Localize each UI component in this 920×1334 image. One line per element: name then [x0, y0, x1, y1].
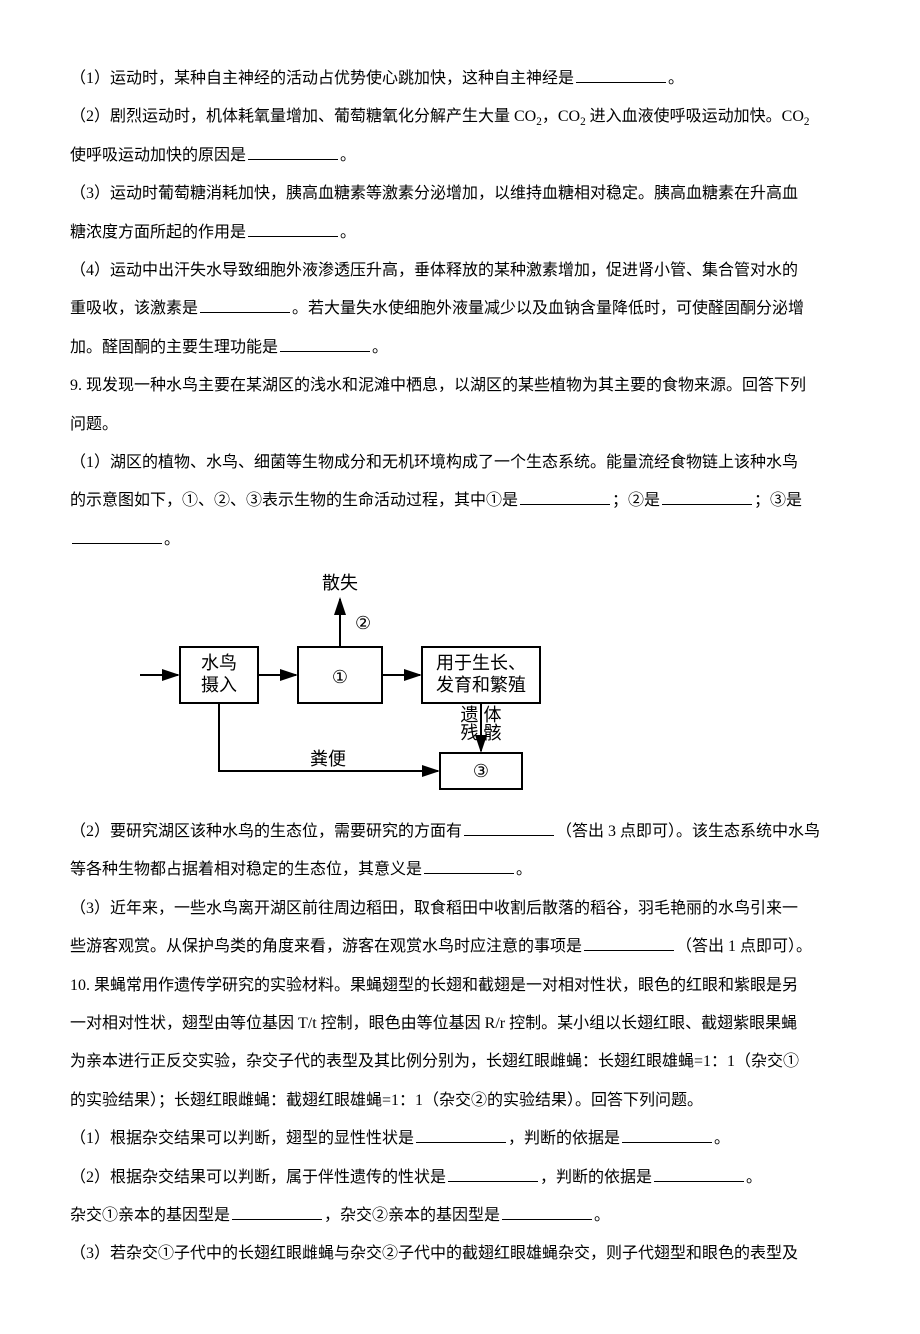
text: 加。醛固酮的主要生理功能是: [70, 339, 278, 356]
text: （4）运动中出汗失水导致细胞外液渗透压升高，垂体释放的某种激素增加，促进肾小管、…: [70, 262, 798, 279]
text: （1）根据杂交结果可以判断，翅型的显性性状是: [70, 1130, 414, 1147]
text: 。: [372, 339, 388, 356]
text: ，CO: [542, 108, 580, 125]
text: 10. 果蝇常用作遗传学研究的实验材料。果蝇翅型的长翅和截翅是一对相对性状，眼色…: [70, 977, 798, 994]
q9-sub1-end: 。: [70, 521, 850, 559]
blank: [448, 1165, 538, 1182]
text: （2）要研究湖区该种水鸟的生态位，需要研究的方面有: [70, 823, 462, 840]
text: （答出 3 点即可）。该生态系统中水鸟: [556, 823, 820, 840]
text: 。: [746, 1169, 762, 1186]
text: （答出 1 点即可）。: [676, 938, 812, 955]
label-two: ②: [355, 613, 371, 633]
blank: [424, 857, 514, 874]
q8-sub3: （3）运动时葡萄糖消耗加快，胰高血糖素等激素分泌增加，以维持血糖相对稳定。胰高血…: [70, 175, 850, 213]
text: 为亲本进行正反交实验，杂交子代的表型及其比例分别为，长翅红眼雌蝇：长翅红眼雄蝇=…: [70, 1053, 799, 1070]
text: 。若大量失水使细胞外液量减少以及血钠含量降低时，可使醛固酮分泌增: [292, 300, 804, 317]
text: 。: [164, 531, 180, 548]
text: 的示意图如下，①、②、③表示生物的生命活动过程，其中①是: [70, 492, 518, 509]
q10-head3: 为亲本进行正反交实验，杂交子代的表型及其比例分别为，长翅红眼雌蝇：长翅红眼雄蝇=…: [70, 1043, 850, 1081]
q10-sub2: （2）根据杂交结果可以判断，属于伴性遗传的性状是 ，判断的依据是 。: [70, 1159, 850, 1197]
q10-head4: 的实验结果）；长翅红眼雌蝇：截翅红眼雄蝇=1：1（杂交②的实验结果）。回答下列问…: [70, 1082, 850, 1120]
text: ，判断的依据是: [540, 1169, 652, 1186]
blank: [416, 1126, 506, 1143]
blank: [464, 819, 554, 836]
energy-flow-diagram: 散失 ② 水鸟 摄入 ① 用于生长、 发育和繁殖 遗 体 残 骸 粪便 ③: [140, 571, 850, 801]
blank: [662, 488, 752, 505]
text: 。: [340, 147, 356, 164]
blank: [200, 296, 290, 313]
text: 。: [594, 1207, 610, 1224]
text: 进入血液使呼吸运动加快。CO: [586, 108, 804, 125]
text: （1）运动时，某种自主神经的活动占优势使心跳加快，这种自主神经是: [70, 70, 574, 87]
q10-head2: 一对相对性状，翅型由等位基因 T/t 控制，眼色由等位基因 R/r 控制。某小组…: [70, 1005, 850, 1043]
blank: [280, 335, 370, 352]
text: 。: [340, 224, 356, 241]
q8-sub4-cont2: 加。醛固酮的主要生理功能是 。: [70, 329, 850, 367]
blank: [248, 220, 338, 237]
text: 。: [516, 861, 532, 878]
q8-sub3-cont: 糖浓度方面所起的作用是 。: [70, 214, 850, 252]
q9-sub2: （2）要研究湖区该种水鸟的生态位，需要研究的方面有 （答出 3 点即可）。该生态系…: [70, 813, 850, 851]
q9-sub3: （3）近年来，一些水鸟离开湖区前往周边稻田，取食稻田中收割后散落的稻谷，羽毛艳丽…: [70, 890, 850, 928]
label-sanshi: 散失: [322, 573, 358, 593]
text: （3）近年来，一些水鸟离开湖区前往周边稻田，取食稻田中收割后散落的稻谷，羽毛艳丽…: [70, 900, 798, 917]
label-fenbian: 粪便: [310, 749, 346, 769]
text: （3）若杂交①子代中的长翅红眼雌蝇与杂交②子代中的截翅红眼雄蝇杂交，则子代翅型和…: [70, 1245, 798, 1262]
blank: [576, 66, 666, 83]
blank: [654, 1165, 744, 1182]
text: ，判断的依据是: [508, 1130, 620, 1147]
q9-head: 9. 现发现一种水鸟主要在某湖区的浅水和泥滩中栖息，以湖区的某些植物为其主要的食…: [70, 367, 850, 405]
text: （1）湖区的植物、水鸟、细菌等生物成分和无机环境构成了一个生态系统。能量流经食物…: [70, 454, 798, 471]
q10-sub3: （3）若杂交①子代中的长翅红眼雌蝇与杂交②子代中的截翅红眼雄蝇杂交，则子代翅型和…: [70, 1235, 850, 1273]
text: （3）运动时葡萄糖消耗加快，胰高血糖素等激素分泌增加，以维持血糖相对稳定。胰高血…: [70, 185, 798, 202]
blank: [72, 527, 162, 544]
text: （2）剧烈运动时，机体耗氧量增加、葡萄糖氧化分解产生大量 CO: [70, 108, 536, 125]
text: 一对相对性状，翅型由等位基因 T/t 控制，眼色由等位基因 R/r 控制。某小组…: [70, 1015, 797, 1032]
q8-sub4-cont1: 重吸收，该激素是 。若大量失水使细胞外液量减少以及血钠含量降低时，可使醛固酮分泌增: [70, 290, 850, 328]
label-growth1: 用于生长、: [436, 653, 526, 673]
label-growth2: 发育和繁殖: [436, 674, 526, 695]
subscript: 2: [804, 117, 810, 129]
text: 问题。: [70, 416, 118, 433]
q9-sub2-cont: 等各种生物都占据着相对稳定的生态位，其意义是 。: [70, 851, 850, 889]
blank: [520, 488, 610, 505]
text: 杂交①亲本的基因型是: [70, 1207, 230, 1224]
blank: [502, 1203, 592, 1220]
q9-sub3-cont: 些游客观赏。从保护鸟类的角度来看，游客在观赏水鸟时应注意的事项是 （答出 1 点即…: [70, 928, 850, 966]
text: 等各种生物都占据着相对稳定的生态位，其意义是: [70, 861, 422, 878]
blank: [232, 1203, 322, 1220]
text: 重吸收，该激素是: [70, 300, 198, 317]
label-three: ③: [473, 761, 489, 781]
text: （2）根据杂交结果可以判断，属于伴性遗传的性状是: [70, 1169, 446, 1186]
q9-sub1-cont: 的示意图如下，①、②、③表示生物的生命活动过程，其中①是 ；②是 ；③是: [70, 482, 850, 520]
text: 糖浓度方面所起的作用是: [70, 224, 246, 241]
q9-head2: 问题。: [70, 406, 850, 444]
label-intake1: 水鸟: [201, 653, 237, 673]
q8-sub1: （1）运动时，某种自主神经的活动占优势使心跳加快，这种自主神经是 。: [70, 60, 850, 98]
text: 的实验结果）；长翅红眼雌蝇：截翅红眼雄蝇=1：1（杂交②的实验结果）。回答下列问…: [70, 1092, 703, 1109]
text: 些游客观赏。从保护鸟类的角度来看，游客在观赏水鸟时应注意的事项是: [70, 938, 582, 955]
blank: [248, 143, 338, 160]
text: ，杂交②亲本的基因型是: [324, 1207, 500, 1224]
q9-sub1: （1）湖区的植物、水鸟、细菌等生物成分和无机环境构成了一个生态系统。能量流经食物…: [70, 444, 850, 482]
q8-sub2: （2）剧烈运动时，机体耗氧量增加、葡萄糖氧化分解产生大量 CO2，CO2 进入血…: [70, 98, 850, 136]
text: ；③是: [754, 492, 802, 509]
text: 使呼吸运动加快的原因是: [70, 147, 246, 164]
label-intake2: 摄入: [201, 675, 237, 695]
blank: [622, 1126, 712, 1143]
text: ；②是: [612, 492, 660, 509]
text: 。: [668, 70, 684, 87]
text: 9. 现发现一种水鸟主要在某湖区的浅水和泥滩中栖息，以湖区的某些植物为其主要的食…: [70, 377, 806, 394]
q10-head1: 10. 果蝇常用作遗传学研究的实验材料。果蝇翅型的长翅和截翅是一对相对性状，眼色…: [70, 967, 850, 1005]
text: 。: [714, 1130, 730, 1147]
q10-sub1: （1）根据杂交结果可以判断，翅型的显性性状是 ，判断的依据是 。: [70, 1120, 850, 1158]
label-one: ①: [332, 667, 348, 687]
q8-sub4: （4）运动中出汗失水导致细胞外液渗透压升高，垂体释放的某种激素增加，促进肾小管、…: [70, 252, 850, 290]
q8-sub2-cont: 使呼吸运动加快的原因是 。: [70, 137, 850, 175]
blank: [584, 934, 674, 951]
q10-sub2-cont: 杂交①亲本的基因型是 ，杂交②亲本的基因型是 。: [70, 1197, 850, 1235]
